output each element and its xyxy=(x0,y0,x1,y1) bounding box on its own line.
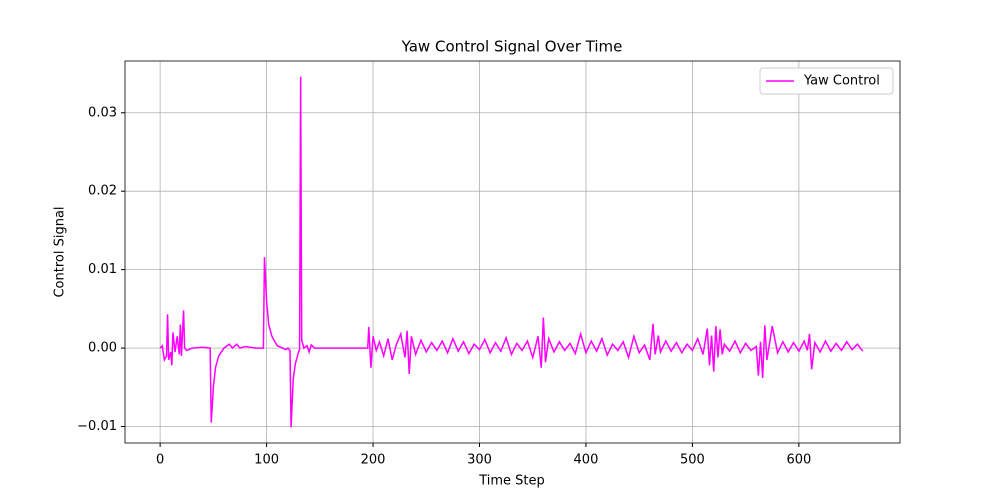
chart-title: Yaw Control Signal Over Time xyxy=(401,38,623,56)
y-tick-label: 0.00 xyxy=(88,341,117,356)
y-tick-label: 0.02 xyxy=(88,184,117,199)
x-tick-label: 600 xyxy=(786,453,811,468)
y-axis-label: Control Signal xyxy=(53,206,68,297)
y-tick-label: −0.01 xyxy=(77,419,117,434)
legend-label: Yaw Control xyxy=(803,74,880,89)
y-tick-label: 0.03 xyxy=(88,105,117,120)
plot-frame xyxy=(124,60,901,444)
x-tick-label: 300 xyxy=(467,453,492,468)
x-tick-label: 200 xyxy=(361,453,386,468)
legend-box xyxy=(759,67,894,95)
x-tick-label: 0 xyxy=(156,453,164,468)
x-axis-label: Time Step xyxy=(478,474,545,489)
x-tick-label: 400 xyxy=(574,453,599,468)
x-tick-label: 100 xyxy=(254,453,279,468)
data-line xyxy=(159,76,864,428)
y-tick-label: 0.01 xyxy=(88,262,117,277)
x-tick-label: 500 xyxy=(680,453,705,468)
